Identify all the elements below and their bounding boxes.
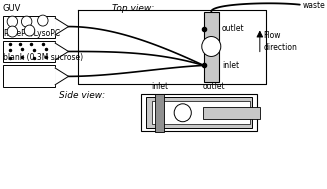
FancyBboxPatch shape — [3, 40, 55, 62]
Circle shape — [38, 15, 48, 26]
Polygon shape — [55, 18, 69, 35]
Polygon shape — [55, 68, 69, 85]
FancyBboxPatch shape — [152, 101, 250, 124]
Circle shape — [174, 104, 191, 122]
Text: waste: waste — [303, 1, 325, 10]
Circle shape — [7, 26, 18, 37]
Text: GUV: GUV — [3, 4, 21, 13]
Text: inlet: inlet — [151, 82, 168, 91]
Text: outlet: outlet — [222, 24, 244, 33]
FancyBboxPatch shape — [141, 94, 257, 131]
Circle shape — [21, 16, 32, 27]
Text: inlet: inlet — [222, 61, 239, 70]
FancyBboxPatch shape — [146, 97, 252, 128]
Text: PAzePC/LysoPC: PAzePC/LysoPC — [3, 29, 60, 38]
Text: outlet: outlet — [203, 82, 225, 91]
Text: Flow
direction: Flow direction — [264, 31, 298, 52]
Text: Top view:: Top view: — [112, 4, 155, 13]
Polygon shape — [55, 43, 69, 60]
Text: blank (0.3M sucrose): blank (0.3M sucrose) — [3, 53, 83, 62]
FancyBboxPatch shape — [204, 12, 219, 82]
Circle shape — [7, 16, 18, 27]
Text: Side view:: Side view: — [59, 91, 105, 100]
FancyBboxPatch shape — [3, 65, 55, 87]
Circle shape — [24, 25, 35, 36]
FancyBboxPatch shape — [3, 16, 55, 38]
FancyBboxPatch shape — [155, 94, 164, 132]
FancyBboxPatch shape — [203, 107, 260, 119]
Circle shape — [202, 36, 221, 57]
